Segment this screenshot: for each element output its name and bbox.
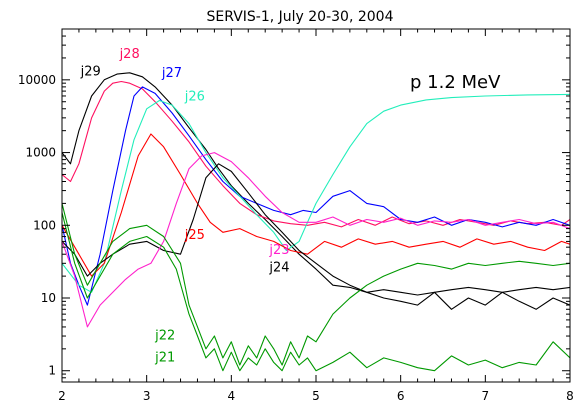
series-label-j25: j25 [184, 228, 205, 243]
x-tick-label: 5 [312, 389, 320, 403]
series-label-j26: j26 [184, 89, 205, 104]
x-tick-label: 6 [397, 389, 405, 403]
series-label-j22: j22 [154, 328, 175, 343]
series-line-j21 [62, 212, 570, 372]
series-line-j25 [62, 133, 570, 277]
y-tick-label: 10000 [18, 73, 56, 87]
x-tick-label: 2 [58, 389, 66, 403]
series-line-j28 [62, 80, 570, 228]
series-label-j28: j28 [119, 47, 140, 62]
y-tick-label: 10 [41, 291, 56, 305]
series-layer [62, 72, 570, 372]
y-tick-label: 1 [48, 364, 56, 378]
annotation-text: p 1.2 MeV [410, 72, 501, 93]
chart-title: SERVIS-1, July 20-30, 2004 [207, 9, 394, 25]
series-line-j23 [62, 152, 570, 328]
series-line-j26 [62, 93, 570, 293]
series-line-j29 [62, 72, 570, 296]
y-tick-label: 100 [33, 218, 56, 232]
y-tick-label: 1000 [25, 146, 56, 160]
series-label-j24: j24 [268, 261, 289, 276]
series-label-j29: j29 [80, 64, 101, 79]
x-tick-label: 4 [228, 389, 236, 403]
x-tick-label: 3 [143, 389, 151, 403]
series-label-j27: j27 [161, 66, 182, 81]
series-line-j22 [62, 203, 570, 366]
axis-layer: 2 3 4 5 6 7 8 1 10 100 1000 10000 [18, 28, 574, 403]
series-line-j24 [62, 163, 570, 310]
series-label-j21: j21 [154, 350, 175, 365]
plot-area [62, 72, 570, 372]
series-line-j27 [62, 86, 570, 306]
series-label-j23: j23 [268, 243, 289, 258]
x-tick-label: 7 [482, 389, 490, 403]
x-tick-label: 8 [566, 389, 574, 403]
